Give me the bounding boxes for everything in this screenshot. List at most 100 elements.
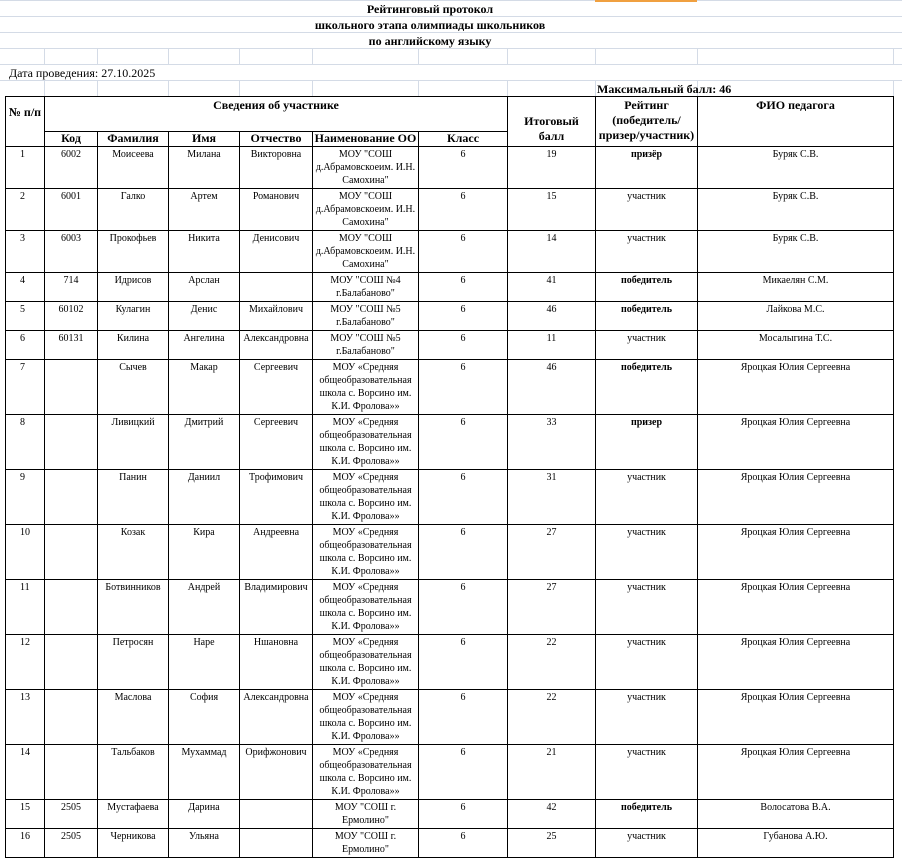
school-name: МОУ "СОШ №5 г.Балабаново" [312, 330, 419, 360]
teacher-name: Яроцкая Юлия Сергеевна [697, 634, 894, 690]
patronymic: Михайлович [239, 301, 313, 331]
participant-code: 6002 [44, 146, 98, 189]
patronymic [239, 272, 313, 302]
protocol-subject: по английскому языку [368, 34, 492, 48]
teacher-name: Буряк С.В. [697, 230, 894, 273]
max-score-label: Максимальный балл: 46 [597, 82, 732, 96]
grade: 6 [418, 188, 508, 231]
header-name: Имя [168, 131, 240, 147]
selected-column-indicator [595, 0, 697, 2]
participant-code [44, 359, 98, 415]
grid-line [168, 80, 169, 96]
first-name: Ангелина [168, 330, 240, 360]
teacher-name: Лайкова М.С. [697, 301, 894, 331]
table-row: 4 714 Идрисов Арслан МОУ "СОШ №4 г.Балабанов… [5, 272, 894, 302]
first-name: Дарина [168, 799, 240, 829]
school-name: МОУ «Средняя общеобразовательная школа с… [312, 744, 419, 800]
grid-line [312, 48, 313, 64]
grid-line [893, 80, 894, 96]
patronymic: Ншановна [239, 634, 313, 690]
first-name: Мухаммад [168, 744, 240, 800]
row-number: 11 [5, 579, 45, 635]
protocol-subtitle: школьного этапа олимпиады школьников [314, 18, 546, 32]
school-name: МОУ "СОШ д.Абрамовскоеим. И.Н. Самохина" [312, 146, 419, 189]
table-row: 13 Маслова София Александровна МОУ «Средняя … [5, 689, 894, 745]
row-number: 6 [5, 330, 45, 360]
table-row: 16 2505 Черникова Ульяна МОУ "СОШ г. Ермолин… [5, 828, 894, 858]
school-name: МОУ «Средняя общеобразовательная школа с… [312, 469, 419, 525]
participant-code [44, 744, 98, 800]
row-number: 1 [5, 146, 45, 189]
surname: Ботвинников [97, 579, 169, 635]
grade: 6 [418, 524, 508, 580]
rating-status: победитель [595, 799, 698, 829]
patronymic: Андреевна [239, 524, 313, 580]
surname: Тальбаков [97, 744, 169, 800]
first-name: Даниил [168, 469, 240, 525]
school-name: МОУ "СОШ г. Ермолино" [312, 828, 419, 858]
rating-status: участник [595, 469, 698, 525]
grade: 6 [418, 469, 508, 525]
table-row: 15 2505 Мустафаева Дарина МОУ "СОШ г. Ермоли… [5, 799, 894, 829]
first-name: Макар [168, 359, 240, 415]
teacher-name: Буряк С.В. [697, 146, 894, 189]
table-row: 10 Козак Кира Андреевна МОУ «Средняя общеобр… [5, 524, 894, 580]
participant-code: 714 [44, 272, 98, 302]
participant-code [44, 689, 98, 745]
rating-status: призер [595, 414, 698, 470]
school-name: МОУ "СОШ г. Ермолино" [312, 799, 419, 829]
grid-line [312, 80, 313, 96]
rating-status: победитель [595, 359, 698, 415]
grid-line [97, 80, 98, 96]
participant-code: 60102 [44, 301, 98, 331]
patronymic [239, 828, 313, 858]
grade: 6 [418, 230, 508, 273]
header-teacher: ФИО педагога [697, 96, 894, 147]
table-row: 7 Сычев Макар Сергеевич МОУ «Средняя общеобр… [5, 359, 894, 415]
grade: 6 [418, 301, 508, 331]
row-number: 9 [5, 469, 45, 525]
table-row: 1 6002 Моисеева Милана Викторовна МОУ "СОШ д.… [5, 146, 894, 189]
first-name: Дмитрий [168, 414, 240, 470]
rating-status: участник [595, 330, 698, 360]
grid-line [418, 48, 419, 64]
row-number: 14 [5, 744, 45, 800]
school-name: МОУ "СОШ №4 г.Балабаново" [312, 272, 419, 302]
row-number: 10 [5, 524, 45, 580]
row-number: 13 [5, 689, 45, 745]
school-name: МОУ «Средняя общеобразовательная школа с… [312, 359, 419, 415]
total-score: 42 [507, 799, 596, 829]
header-code: Код [44, 131, 98, 147]
first-name: Наре [168, 634, 240, 690]
grid-line [507, 80, 508, 96]
grade: 6 [418, 744, 508, 800]
total-score: 15 [507, 188, 596, 231]
teacher-name: Яроцкая Юлия Сергеевна [697, 744, 894, 800]
row-number: 7 [5, 359, 45, 415]
patronymic: Денисович [239, 230, 313, 273]
surname: Козак [97, 524, 169, 580]
grade: 6 [418, 359, 508, 415]
total-score: 22 [507, 634, 596, 690]
header-school: Наименование ОО [312, 131, 419, 147]
participant-code [44, 469, 98, 525]
total-score: 21 [507, 744, 596, 800]
grid-line [697, 48, 698, 64]
row-number: 15 [5, 799, 45, 829]
rating-status: участник [595, 579, 698, 635]
school-name: МОУ «Средняя общеобразовательная школа с… [312, 634, 419, 690]
grid-line [44, 48, 45, 64]
rating-table: № п/п Сведения об участнике Итоговый бал… [5, 96, 894, 858]
teacher-name: Яроцкая Юлия Сергеевна [697, 359, 894, 415]
first-name: Арслан [168, 272, 240, 302]
teacher-name: Яроцкая Юлия Сергеевна [697, 414, 894, 470]
total-score: 27 [507, 524, 596, 580]
grid-line [418, 80, 419, 96]
total-score: 46 [507, 301, 596, 331]
grade: 6 [418, 330, 508, 360]
table-row: 9 Панин Даниил Трофимович МОУ «Средняя общео… [5, 469, 894, 525]
grid-line [239, 80, 240, 96]
total-score: 19 [507, 146, 596, 189]
school-name: МОУ «Средняя общеобразовательная школа с… [312, 689, 419, 745]
header-participant-info: Сведения об участнике [44, 96, 508, 132]
